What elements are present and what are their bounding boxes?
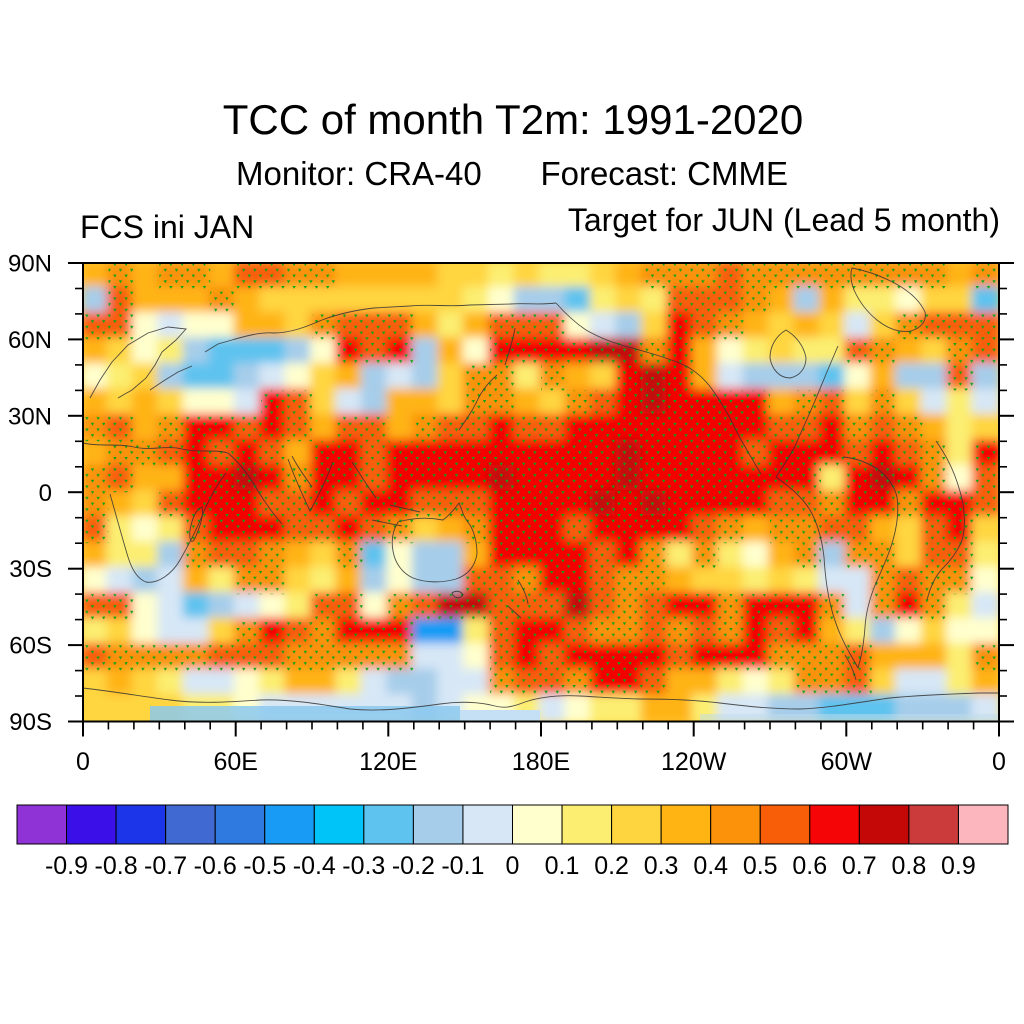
svg-text:Forecast: CMME: Forecast: CMME (540, 155, 788, 192)
svg-text:180E: 180E (512, 748, 570, 776)
svg-text:0.2: 0.2 (594, 852, 629, 880)
svg-text:30S: 30S (9, 556, 52, 583)
svg-text:0: 0 (76, 748, 90, 776)
svg-text:Monitor: CRA-40: Monitor: CRA-40 (236, 155, 482, 192)
svg-text:60S: 60S (9, 633, 52, 660)
svg-text:-0.6: -0.6 (194, 852, 237, 880)
svg-text:0.5: 0.5 (743, 852, 778, 880)
svg-text:-0.9: -0.9 (45, 852, 88, 880)
svg-text:-0.3: -0.3 (342, 852, 385, 880)
svg-text:FCS ini JAN: FCS ini JAN (80, 209, 254, 245)
svg-text:60E: 60E (213, 748, 257, 776)
svg-text:90N: 90N (8, 251, 52, 278)
svg-text:30N: 30N (8, 403, 52, 430)
svg-text:Target for JUN (Lead 5 month): Target for JUN (Lead 5 month) (568, 202, 1000, 238)
svg-text:90S: 90S (9, 709, 52, 736)
svg-text:60N: 60N (8, 327, 52, 354)
svg-text:0.7: 0.7 (842, 852, 877, 880)
svg-text:-0.2: -0.2 (392, 852, 435, 880)
svg-text:0: 0 (39, 480, 52, 507)
svg-text:0: 0 (506, 852, 520, 880)
svg-text:120E: 120E (359, 748, 417, 776)
svg-text:0.3: 0.3 (644, 852, 679, 880)
svg-text:0.6: 0.6 (792, 852, 827, 880)
svg-text:-0.8: -0.8 (95, 852, 138, 880)
svg-text:0.9: 0.9 (941, 852, 976, 880)
svg-text:0.1: 0.1 (545, 852, 580, 880)
svg-text:-0.5: -0.5 (243, 852, 286, 880)
svg-text:120W: 120W (661, 748, 727, 776)
svg-text:60W: 60W (821, 748, 873, 776)
svg-text:0.4: 0.4 (693, 852, 728, 880)
svg-text:0.8: 0.8 (892, 852, 927, 880)
svg-text:-0.7: -0.7 (144, 852, 187, 880)
svg-text:TCC of month T2m: 1991-2020: TCC of month T2m: 1991-2020 (223, 96, 804, 143)
svg-text:-0.4: -0.4 (293, 852, 336, 880)
svg-text:0: 0 (992, 748, 1006, 776)
svg-text:-0.1: -0.1 (441, 852, 484, 880)
